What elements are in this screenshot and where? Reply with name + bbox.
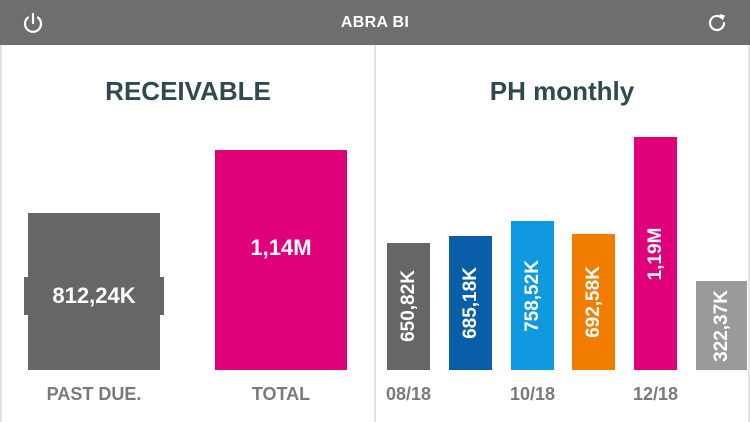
ph-monthly-tick-label-0: 08/18 (385, 384, 432, 404)
ph-monthly-tick-label-2: 10/18 (509, 384, 556, 404)
receivable-tick-label-1: TOTAL (251, 384, 311, 404)
ph-monthly-value-label-4: 1,19M (644, 227, 666, 280)
ph-monthly-bar-4[interactable] (634, 137, 677, 370)
ph-monthly-bar-2[interactable] (511, 221, 554, 370)
ph-monthly-value-label-3: 692,58K (582, 266, 604, 339)
panel-border-right (748, 45, 750, 422)
ph-monthly-bar-1[interactable] (449, 235, 492, 370)
ph-monthly-value-label-0: 650,82K (397, 270, 419, 343)
panel-border-left (0, 45, 2, 422)
app-title: ABRA BI (340, 14, 410, 31)
power-icon[interactable] (18, 8, 48, 38)
ph-monthly-bar-0[interactable] (387, 242, 430, 370)
top-bar: ABRA BI (0, 0, 750, 45)
ph-monthly-bar-3[interactable] (572, 234, 615, 370)
receivable-value-label-0: 812,24K (52, 282, 136, 308)
receivable-label-tab (24, 276, 164, 315)
receivable-title: RECEIVABLE (105, 76, 271, 106)
ph-monthly-value-label-1: 685,18K (459, 266, 481, 339)
ph-monthly-value-label-2: 758,52K (521, 259, 543, 332)
panel-divider (374, 45, 376, 422)
ph-monthly-label-tab-5 (696, 281, 747, 370)
receivable-bar-1[interactable] (215, 150, 347, 370)
ph-monthly-tick-label-4: 12/18 (632, 384, 679, 404)
ph-monthly-value-label-5: 322,37K (710, 289, 732, 362)
ph-monthly-title: PH monthly (489, 76, 635, 106)
receivable-tick-label-0: PAST DUE. (46, 384, 142, 404)
receivable-value-label-1: 1,14M (250, 235, 312, 260)
refresh-icon[interactable] (702, 8, 732, 38)
